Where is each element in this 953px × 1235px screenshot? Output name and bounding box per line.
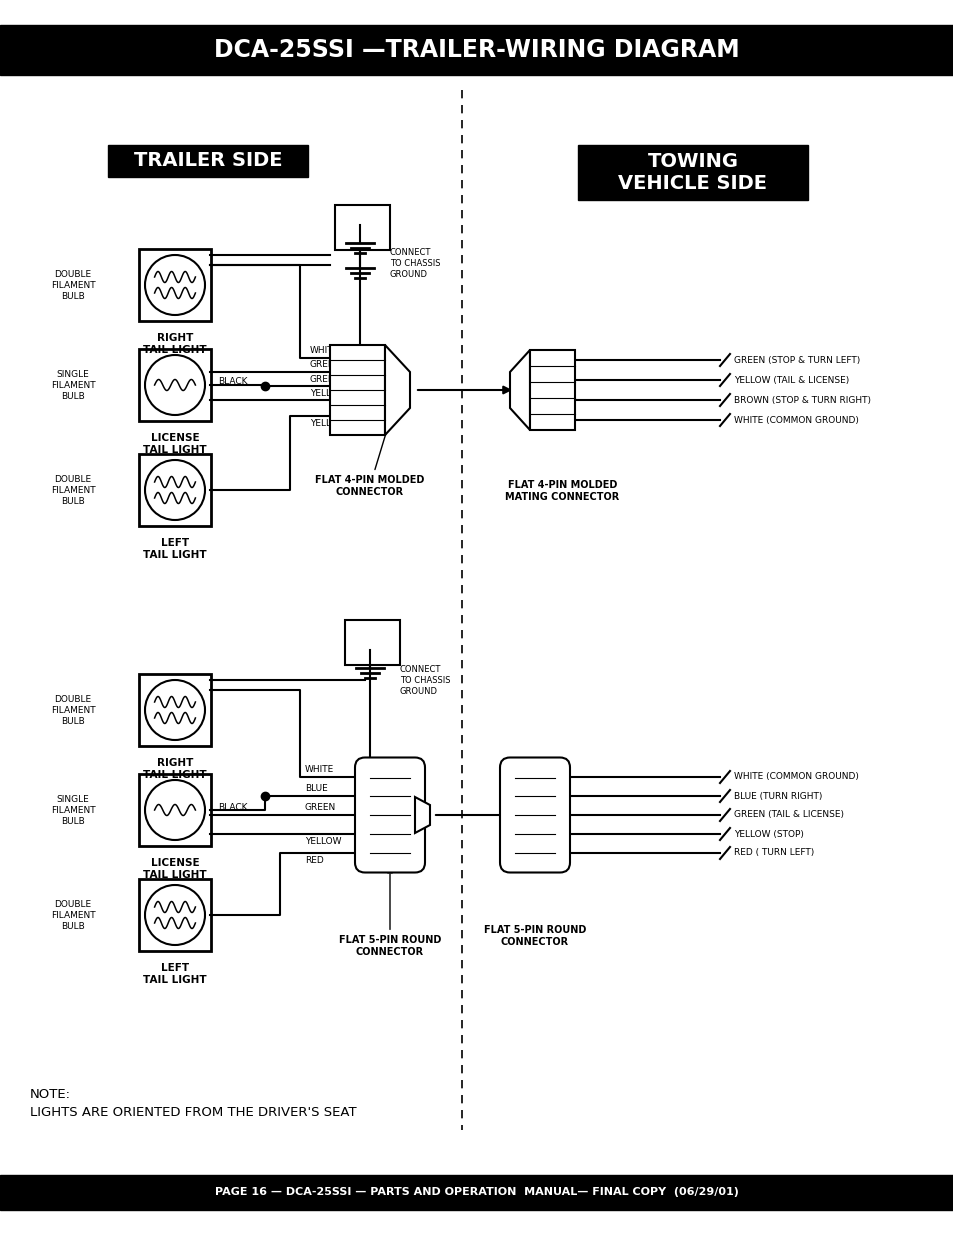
Text: FLAT 5-PIN ROUND
CONNECTOR: FLAT 5-PIN ROUND CONNECTOR [338, 869, 440, 957]
Text: BROWN (STOP & TURN RIGHT): BROWN (STOP & TURN RIGHT) [733, 395, 870, 405]
Bar [139, 774, 211, 846]
Text: NOTE:: NOTE: [30, 1088, 71, 1102]
Text: LEFT
TAIL LIGHT: LEFT TAIL LIGHT [143, 963, 207, 986]
Text: LEFT
TAIL LIGHT: LEFT TAIL LIGHT [143, 538, 207, 561]
Text: WHITE: WHITE [310, 346, 339, 354]
Text: SINGLE
FILAMENT
BULB: SINGLE FILAMENT BULB [51, 795, 95, 826]
Text: WHITE (COMMON GROUND): WHITE (COMMON GROUND) [733, 773, 858, 782]
Circle shape [145, 459, 205, 520]
Bar [530, 350, 575, 430]
Text: RIGHT
TAIL LIGHT: RIGHT TAIL LIGHT [143, 758, 207, 781]
Text: BLUE: BLUE [305, 784, 328, 793]
Text: WHITE: WHITE [305, 764, 334, 774]
Text: PAGE 16 — DCA-25SSI — PARTS AND OPERATION  MANUAL— FINAL COPY  (06/29/01): PAGE 16 — DCA-25SSI — PARTS AND OPERATIO… [214, 1187, 739, 1197]
Text: TRAILER SIDE: TRAILER SIDE [133, 152, 282, 170]
Bar [139, 674, 211, 746]
Text: TOWING
VEHICLE SIDE: TOWING VEHICLE SIDE [618, 152, 767, 193]
Text: BLUE (TURN RIGHT): BLUE (TURN RIGHT) [733, 792, 821, 800]
Text: BLACK: BLACK [218, 378, 248, 387]
Circle shape [145, 680, 205, 740]
Bar [345, 620, 399, 664]
FancyBboxPatch shape [355, 757, 424, 872]
Bar [335, 205, 390, 249]
Circle shape [145, 254, 205, 315]
Text: DOUBLE
FILAMENT
BULB: DOUBLE FILAMENT BULB [51, 900, 95, 931]
Circle shape [145, 781, 205, 840]
Bar [0, 1174, 953, 1210]
Bar [139, 879, 211, 951]
Text: GREEN: GREEN [310, 359, 341, 369]
Text: RED: RED [305, 856, 323, 864]
Text: RED ( TURN LEFT): RED ( TURN LEFT) [733, 848, 814, 857]
Bar [139, 350, 211, 421]
Text: DCA-25SSI —TRAILER-WIRING DIAGRAM: DCA-25SSI —TRAILER-WIRING DIAGRAM [214, 38, 739, 62]
Text: FLAT 4-PIN MOLDED
CONNECTOR: FLAT 4-PIN MOLDED CONNECTOR [315, 424, 424, 496]
Text: SINGLE
FILAMENT
BULB: SINGLE FILAMENT BULB [51, 370, 95, 401]
Text: BLACK: BLACK [218, 803, 248, 811]
Text: CONNECT
TO CHASSIS
GROUND: CONNECT TO CHASSIS GROUND [399, 664, 450, 697]
Text: YELLOW: YELLOW [305, 837, 341, 846]
Text: YELLOW/BROWN: YELLOW/BROWN [310, 388, 384, 396]
FancyBboxPatch shape [499, 757, 569, 872]
Text: YELLOW: YELLOW [310, 419, 346, 429]
Polygon shape [385, 345, 410, 435]
Text: DOUBLE
FILAMENT
BULB: DOUBLE FILAMENT BULB [51, 475, 95, 506]
Bar [108, 144, 308, 177]
Text: FLAT 5-PIN ROUND
CONNECTOR: FLAT 5-PIN ROUND CONNECTOR [483, 925, 585, 947]
Text: RIGHT
TAIL LIGHT: RIGHT TAIL LIGHT [143, 333, 207, 356]
Text: WHITE (COMMON GROUND): WHITE (COMMON GROUND) [733, 415, 858, 425]
Text: YELLOW (TAIL & LICENSE): YELLOW (TAIL & LICENSE) [733, 375, 848, 384]
Bar [0, 25, 953, 75]
Polygon shape [510, 350, 530, 430]
Text: GREEN (STOP & TURN LEFT): GREEN (STOP & TURN LEFT) [733, 356, 860, 364]
Text: CONNECT
TO CHASSIS
GROUND: CONNECT TO CHASSIS GROUND [390, 248, 440, 279]
Text: DOUBLE
FILAMENT
BULB: DOUBLE FILAMENT BULB [51, 270, 95, 301]
Bar [330, 345, 385, 435]
Text: LICENSE
TAIL LIGHT: LICENSE TAIL LIGHT [143, 433, 207, 456]
Text: DOUBLE
FILAMENT
BULB: DOUBLE FILAMENT BULB [51, 695, 95, 726]
Text: GREEN: GREEN [305, 803, 335, 811]
Text: FLAT 4-PIN MOLDED
MATING CONNECTOR: FLAT 4-PIN MOLDED MATING CONNECTOR [505, 480, 619, 503]
Circle shape [145, 885, 205, 945]
Circle shape [145, 354, 205, 415]
Bar [139, 249, 211, 321]
Text: GREEN/BROWN: GREEN/BROWN [310, 374, 379, 383]
Text: GREEN (TAIL & LICENSE): GREEN (TAIL & LICENSE) [733, 810, 843, 820]
Text: LICENSE
TAIL LIGHT: LICENSE TAIL LIGHT [143, 858, 207, 881]
Bar [578, 144, 807, 200]
Text: LIGHTS ARE ORIENTED FROM THE DRIVER'S SEAT: LIGHTS ARE ORIENTED FROM THE DRIVER'S SE… [30, 1105, 356, 1119]
Polygon shape [415, 797, 430, 832]
Bar [139, 454, 211, 526]
Text: YELLOW (STOP): YELLOW (STOP) [733, 830, 803, 839]
